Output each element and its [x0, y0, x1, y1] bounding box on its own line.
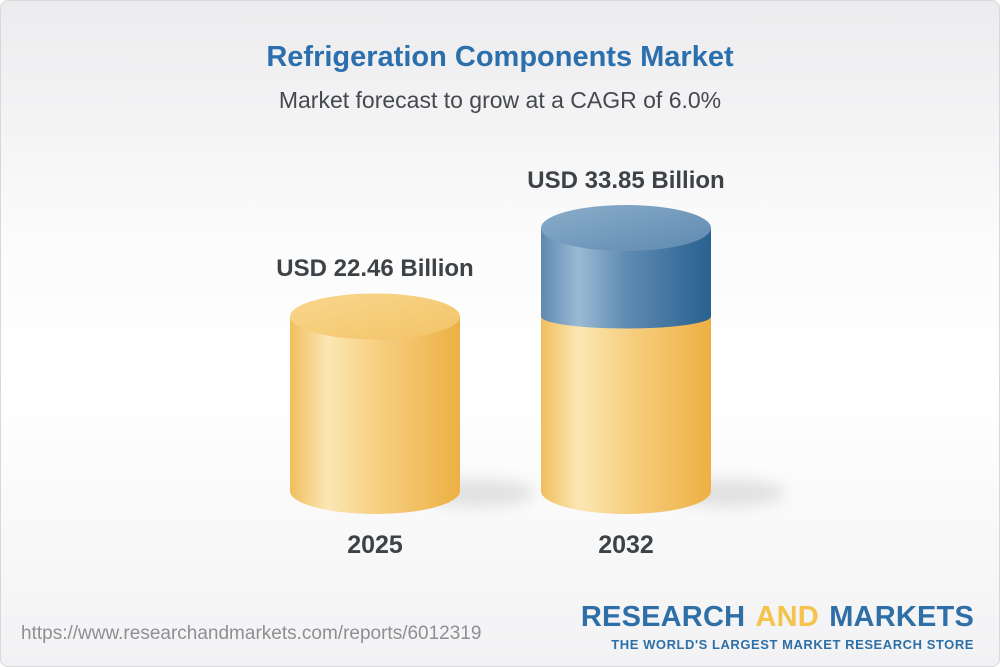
- value-label-2025: USD 22.46 Billion: [276, 255, 474, 283]
- category-label-2025: 2025: [347, 531, 403, 559]
- logo-tagline: THE WORLD'S LARGEST MARKET RESEARCH STOR…: [611, 637, 974, 652]
- logo-wordmark: RESEARCH AND MARKETS: [581, 603, 974, 632]
- cylinder-2025-body: [290, 316, 460, 514]
- cylinder-2032-top: [541, 205, 711, 251]
- logo-word-and: AND: [755, 601, 819, 633]
- cylinder-2025-top: [290, 293, 460, 340]
- logo-word-research: RESEARCH: [580, 601, 746, 633]
- cylinder-2032-base-segment: [541, 316, 711, 514]
- report-url-link[interactable]: https://www.researchandmarkets.com/repor…: [21, 623, 482, 644]
- logo-word-markets: MARKETS: [829, 601, 974, 633]
- category-label-2032: 2032: [598, 531, 654, 559]
- chart-subtitle: Market forecast to grow at a CAGR of 6.0…: [278, 87, 722, 113]
- chart-title: Refrigeration Components Market: [266, 41, 734, 73]
- value-label-2032: USD 33.85 Billion: [527, 167, 725, 194]
- researchandmarkets-logo: RESEARCH AND MARKETS THE WORLD'S LARGEST…: [581, 603, 974, 653]
- cylinder-2032-increment-segment: [541, 228, 711, 329]
